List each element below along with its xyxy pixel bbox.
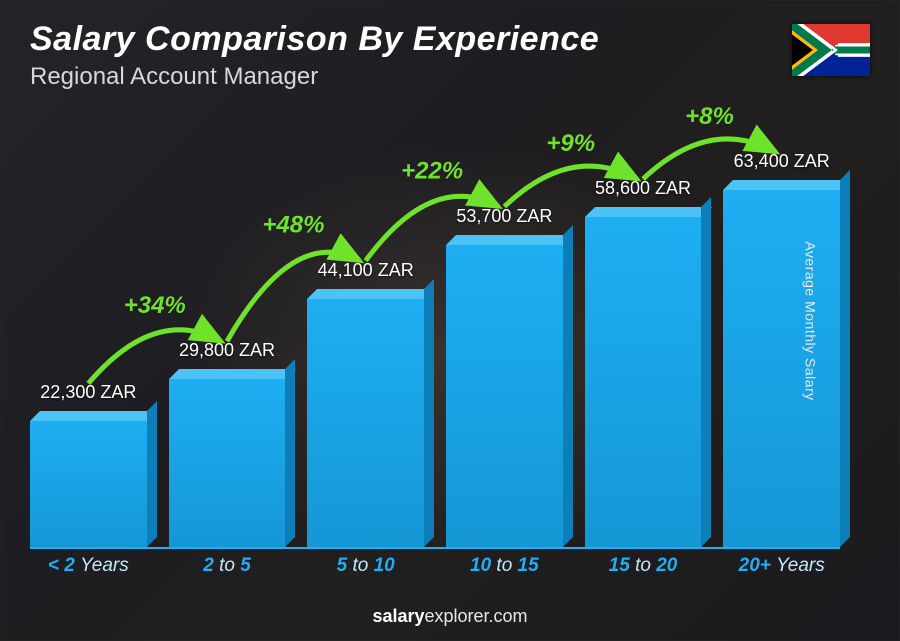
xaxis-label: 15 to 20 [585,549,702,581]
footer-rest: explorer.com [425,606,528,626]
bar-slot: 44,100 ZAR [307,299,424,547]
flag-south-africa [792,24,870,76]
bar-slot: 22,300 ZAR [30,421,147,547]
bar-chart: 22,300 ZAR29,800 ZAR44,100 ZAR53,700 ZAR… [30,130,840,581]
bar: 44,100 ZAR [307,299,424,547]
value-label: 63,400 ZAR [734,151,830,172]
x-axis: < 2 Years 2 to 5 5 to 10 10 to 15 15 to 20 20… [30,547,840,581]
value-label: 29,800 ZAR [179,340,275,361]
xaxis-label: 20+ Years [723,549,840,581]
bar: 63,400 ZAR [723,190,840,547]
value-label: 22,300 ZAR [40,382,136,403]
bar: 22,300 ZAR [30,421,147,547]
bar-slot: 29,800 ZAR [169,379,286,547]
value-label: 58,600 ZAR [595,178,691,199]
xaxis-label: 5 to 10 [307,549,424,581]
chart-title: Salary Comparison By Experience [30,20,870,59]
bar: 53,700 ZAR [446,245,563,547]
xaxis-label: < 2 Years [30,549,147,581]
bar-slot: 63,400 ZAR [723,190,840,547]
y-axis-label: Average Monthly Salary [802,241,818,400]
bars-container: 22,300 ZAR29,800 ZAR44,100 ZAR53,700 ZAR… [30,130,840,547]
bar: 58,600 ZAR [585,217,702,547]
xaxis-label: 10 to 15 [446,549,563,581]
footer-bold: salary [372,606,424,626]
chart-subtitle: Regional Account Manager [30,63,870,91]
value-label: 53,700 ZAR [456,206,552,227]
value-label: 44,100 ZAR [318,260,414,281]
header: Salary Comparison By Experience Regional… [30,20,870,91]
footer-credit: salaryexplorer.com [0,606,900,627]
xaxis-label: 2 to 5 [169,549,286,581]
bar-slot: 53,700 ZAR [446,245,563,547]
bar-slot: 58,600 ZAR [585,217,702,547]
bar: 29,800 ZAR [169,379,286,547]
